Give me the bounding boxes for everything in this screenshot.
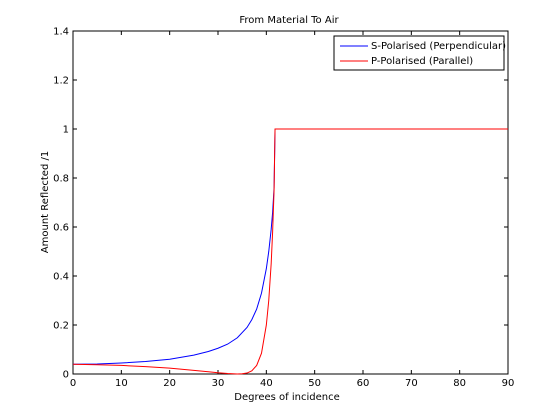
x-tick-label: 80 [453, 378, 466, 389]
x-tick-label: 20 [163, 378, 176, 389]
x-tick-label: 10 [115, 378, 128, 389]
x-tick-label: 50 [308, 378, 321, 389]
legend: S-Polarised (Perpendicular) P-Polarised … [333, 35, 506, 71]
y-tick-label: 1.2 [53, 76, 69, 87]
legend-box [333, 35, 505, 71]
x-tick-label: 90 [502, 378, 515, 389]
plot-area: 0 10 20 30 40 50 60 70 80 90 0 0.2 0.4 0.6 0.8 1 1.2 1.4 [53, 27, 514, 390]
x-tick-label: 0 [70, 378, 76, 389]
y-tick-label: 1 [63, 125, 69, 136]
chart-title: From Material To Air [239, 15, 339, 26]
y-tick-label: 1.4 [53, 27, 69, 38]
legend-label-s-polarised: S-Polarised (Perpendicular) [371, 41, 506, 52]
x-tick-label: 30 [212, 378, 225, 389]
series-lines [72, 128, 508, 375]
y-axis: 0 0.2 0.4 0.6 0.8 1 1.2 1.4 [53, 27, 508, 381]
x-tick-label: 70 [405, 378, 418, 389]
y-axis-label: Amount Reflected /1 [40, 151, 51, 253]
series-line-p-polarised [72, 128, 508, 375]
x-tick-label: 60 [357, 378, 370, 389]
x-tick-label: 40 [260, 378, 273, 389]
y-tick-label: 0.6 [53, 223, 69, 234]
y-tick-label: 0.8 [53, 174, 69, 185]
y-tick-label: 0.4 [53, 272, 69, 283]
y-tick-label: 0 [63, 370, 69, 381]
series-line-s-polarised [72, 128, 276, 365]
y-tick-label: 0.2 [53, 321, 69, 332]
legend-label-p-polarised: P-Polarised (Parallel) [371, 56, 473, 67]
x-axis-label: Degrees of incidence [234, 392, 339, 403]
plot-frame [72, 30, 509, 375]
x-axis: 0 10 20 30 40 50 60 70 80 90 [70, 31, 515, 389]
